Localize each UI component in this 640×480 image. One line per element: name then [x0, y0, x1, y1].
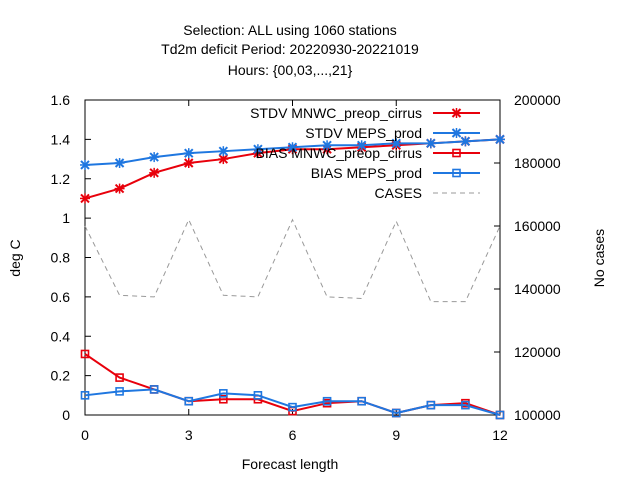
x-tick-label: 3	[185, 427, 193, 443]
cross-marker	[356, 140, 367, 151]
square-marker	[115, 387, 124, 396]
square-marker	[288, 402, 297, 412]
square-marker	[219, 394, 228, 404]
y-tick-label: 0.6	[51, 289, 71, 305]
cross-marker	[287, 142, 298, 153]
cross-marker	[149, 167, 160, 178]
cross-marker	[391, 138, 402, 149]
series-line	[84, 218, 501, 303]
x-tick-label: 9	[392, 427, 400, 443]
cross-marker	[322, 140, 333, 151]
x-tick-label: 12	[492, 427, 508, 443]
square-marker	[322, 396, 332, 406]
series-layer	[80, 134, 505, 420]
series-bias-mnwc-preop-cirrus	[80, 349, 505, 420]
x-tick-label: 0	[81, 427, 89, 443]
square-marker	[452, 168, 461, 178]
series-line	[84, 388, 501, 416]
legend-label: CASES	[375, 185, 422, 201]
legend-entry: STDV MNWC_preop_cirrus	[250, 105, 480, 121]
cross-marker	[495, 134, 505, 145]
cross-marker	[252, 144, 263, 155]
series-bias-meps-prod	[80, 385, 505, 420]
square-marker	[184, 396, 194, 406]
title-line-1: Selection: ALL using 1060 stations	[183, 22, 397, 38]
y-tick-label: 1.2	[51, 171, 71, 187]
cross-marker	[218, 154, 229, 165]
square-marker	[219, 389, 228, 398]
y-tick-label: 0	[62, 407, 70, 423]
square-marker	[452, 148, 461, 158]
cross-marker	[451, 108, 462, 118]
chart-title: Selection: ALL using 1060 stations Td2m …	[161, 22, 419, 78]
cross-marker	[80, 193, 90, 204]
y2-tick-label: 180000	[514, 155, 561, 171]
cross-marker	[183, 148, 194, 159]
cross-marker	[425, 138, 436, 149]
square-marker	[149, 385, 159, 394]
y2-tick-label: 120000	[514, 344, 561, 360]
square-marker	[391, 408, 401, 418]
legend-label: STDV MNWC_preop_cirrus	[250, 105, 422, 121]
legend: STDV MNWC_preop_cirrus STDV MEPS_prod BIAS…	[250, 105, 480, 201]
cross-marker	[460, 136, 471, 147]
square-marker	[80, 349, 90, 359]
square-marker	[461, 400, 470, 410]
y2-tick-label: 200000	[514, 92, 561, 108]
legend-entry: STDV MEPS_prod	[305, 125, 480, 141]
series-stdv-meps-prod	[80, 134, 505, 170]
square-marker	[80, 391, 90, 400]
legend-entry: CASES	[375, 185, 480, 201]
y-tick-label: 1.4	[51, 131, 71, 147]
square-marker	[253, 391, 263, 400]
series-cases	[84, 218, 501, 303]
y2-tick-label: 100000	[514, 407, 561, 423]
title-line-2: Td2m deficit Period: 20220930-20221019	[161, 41, 419, 57]
y2-axis-label: No cases	[591, 229, 607, 287]
cross-marker	[218, 146, 229, 157]
y-tick-label: 0.8	[51, 250, 71, 266]
y2-tick-label: 140000	[514, 281, 561, 297]
cross-marker	[80, 159, 90, 170]
legend-label: BIAS MNWC_preop_cirrus	[256, 145, 423, 161]
square-marker	[115, 373, 124, 382]
legend-label: BIAS MEPS_prod	[311, 165, 422, 181]
cross-marker	[114, 158, 125, 168]
title-line-3: Hours: {00,03,...,21}	[228, 62, 353, 78]
cross-marker	[149, 152, 160, 163]
axes: 0 3 6 9 12 0 0.2 0.4 0.6 0.8 1 1.2 1.4 1.6 100000 12000…	[51, 92, 561, 443]
y-tick-label: 0.4	[51, 328, 71, 344]
square-marker	[495, 410, 505, 420]
legend-label: STDV MEPS_prod	[305, 125, 422, 141]
y2-tick-label: 160000	[514, 218, 561, 234]
legend-entry: BIAS MEPS_prod	[311, 165, 480, 181]
x-axis-label: Forecast length	[242, 456, 339, 472]
cross-marker	[183, 158, 194, 168]
square-marker	[357, 396, 366, 406]
legend-entry: BIAS MNWC_preop_cirrus	[256, 145, 480, 161]
cross-marker	[451, 128, 462, 138]
x-tick-label: 6	[289, 427, 297, 443]
cross-marker	[114, 183, 125, 194]
y-tick-label: 0.2	[51, 368, 71, 384]
y-tick-label: 1	[62, 210, 70, 226]
y-axis-label: deg C	[7, 239, 23, 276]
y-tick-label: 1.6	[51, 92, 71, 108]
square-marker	[426, 400, 436, 410]
